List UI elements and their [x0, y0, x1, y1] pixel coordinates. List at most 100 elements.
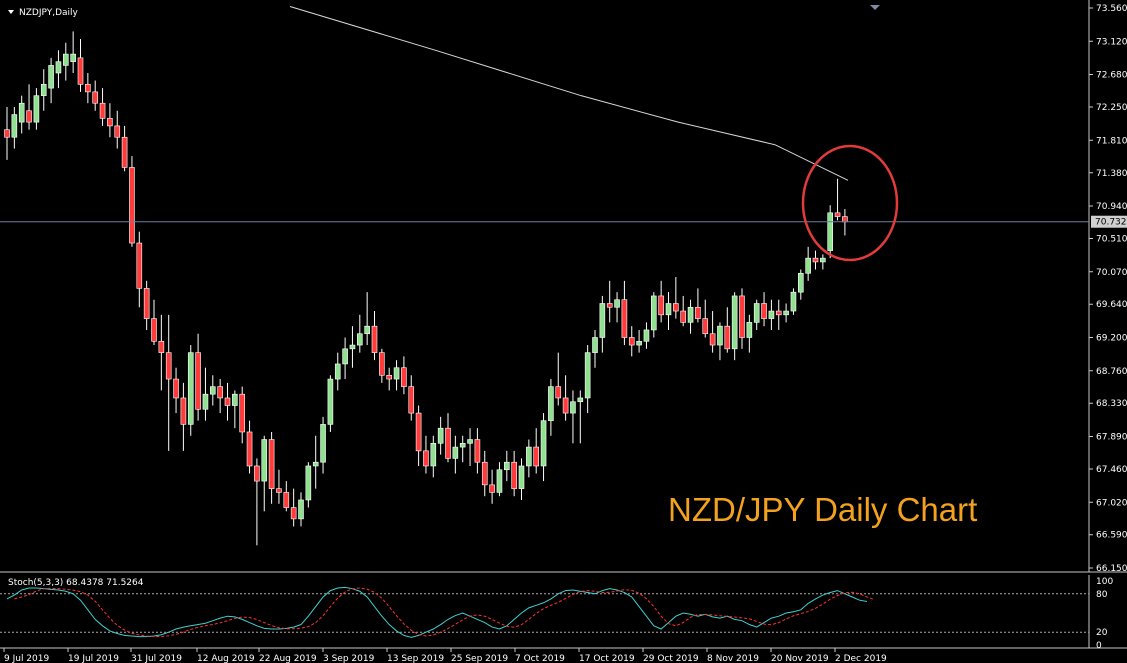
- x-tick-label: 29 Oct 2019: [643, 654, 699, 663]
- bull-candle: [48, 65, 54, 89]
- bull-candle: [805, 257, 811, 274]
- bear-candle: [114, 125, 121, 138]
- stoch-tick-label: 80: [1096, 590, 1108, 600]
- bear-candle: [739, 295, 745, 338]
- y-tick-label: 67.020: [1096, 498, 1127, 508]
- x-tick-label: 22 Aug 2019: [259, 654, 317, 663]
- x-tick-label: 25 Sep 2019: [451, 654, 508, 663]
- bear-candle: [379, 352, 385, 376]
- bull-candle: [768, 310, 775, 319]
- bull-candle: [62, 53, 69, 66]
- bear-candle: [775, 310, 782, 316]
- x-tick-label: 2 Dec 2019: [835, 654, 887, 663]
- bear-candle: [423, 450, 429, 467]
- bear-candle: [474, 439, 481, 463]
- x-tick-label: 13 Sep 2019: [387, 654, 444, 663]
- current-price-value: 70.732: [1095, 218, 1127, 228]
- bear-candle: [408, 386, 415, 414]
- bull-candle: [11, 114, 18, 138]
- x-tick-label: 20 Nov 2019: [771, 654, 829, 663]
- y-tick-label: 68.330: [1096, 399, 1127, 409]
- bear-candle: [812, 257, 819, 263]
- bull-candle: [349, 344, 356, 350]
- bear-candle: [628, 337, 635, 346]
- bull-candle: [827, 212, 834, 251]
- bear-candle: [445, 427, 451, 459]
- y-tick-label: 66.590: [1096, 531, 1127, 541]
- bull-candle: [643, 329, 650, 342]
- bull-candle: [55, 61, 62, 74]
- stoch-tick-label: 20: [1096, 628, 1108, 638]
- stoch-tick-label: 100: [1096, 577, 1113, 587]
- bull-candle: [320, 424, 326, 463]
- bear-candle: [151, 318, 157, 342]
- y-tick-label: 72.680: [1096, 71, 1127, 81]
- bull-candle: [783, 310, 789, 316]
- bull-candle: [342, 348, 348, 365]
- bear-candle: [401, 367, 407, 387]
- bear-candle: [709, 333, 716, 346]
- bear-candle: [224, 397, 231, 406]
- bull-candle: [232, 393, 238, 406]
- bull-candle: [526, 446, 532, 467]
- bull-candle: [40, 84, 47, 96]
- bear-candle: [562, 397, 569, 414]
- x-tick-label: 3 Sep 2019: [323, 654, 375, 663]
- bull-candle: [650, 295, 657, 331]
- x-tick-label: 17 Oct 2019: [579, 654, 635, 663]
- y-tick-label: 67.890: [1096, 433, 1127, 443]
- bull-candle: [437, 427, 444, 444]
- symbol-label: NZDJPY,Daily: [19, 8, 79, 18]
- bear-candle: [246, 431, 253, 467]
- bear-candle: [761, 303, 767, 319]
- bear-candle: [371, 325, 378, 353]
- bear-candle: [165, 352, 172, 380]
- bull-candle: [187, 352, 194, 425]
- x-tick-label: 9 Jul 2019: [4, 654, 49, 663]
- bull-candle: [327, 378, 334, 425]
- y-tick-label: 71.810: [1096, 136, 1127, 146]
- bull-candle: [496, 469, 503, 493]
- bull-candle: [312, 461, 319, 467]
- bull-candle: [614, 299, 620, 308]
- bear-candle: [136, 242, 143, 289]
- bear-candle: [673, 303, 679, 312]
- bull-candle: [687, 306, 694, 323]
- bull-candle: [210, 386, 216, 395]
- bear-candle: [621, 299, 628, 338]
- bull-candle: [459, 443, 466, 448]
- y-tick-label: 69.200: [1096, 334, 1127, 344]
- y-tick-label: 70.940: [1096, 202, 1127, 212]
- bear-candle: [99, 102, 106, 119]
- overlay-title: NZD/JPY Daily Chart: [668, 491, 977, 528]
- bear-candle: [143, 288, 150, 319]
- bear-candle: [283, 492, 290, 508]
- bull-candle: [665, 303, 672, 316]
- bear-candle: [239, 393, 245, 433]
- y-tick-label: 69.640: [1096, 300, 1127, 310]
- bull-candle: [364, 325, 370, 335]
- x-tick-label: 8 Nov 2019: [707, 654, 759, 663]
- bull-candle: [746, 322, 753, 338]
- stoch-label: Stoch(5,3,3) 68.4378 71.5264: [8, 578, 144, 588]
- time-axis: 9 Jul 2019 19 Jul 2019 31 Jul 2019 12 Aug 2…: [3, 648, 887, 663]
- y-tick-label: 67.460: [1096, 465, 1127, 475]
- menu-triangle-icon[interactable]: [8, 10, 14, 14]
- bull-candle: [577, 397, 584, 403]
- bear-candle: [489, 484, 495, 493]
- bull-candle: [753, 303, 760, 323]
- y-tick-label: 73.560: [1096, 4, 1127, 14]
- bull-candle: [452, 446, 459, 459]
- bull-candle: [790, 291, 797, 312]
- bull-candle: [797, 272, 804, 293]
- moving-average: [289, 6, 849, 181]
- bull-candle: [820, 257, 826, 263]
- y-tick-label: 71.380: [1096, 169, 1127, 179]
- bear-candle: [158, 340, 165, 353]
- scroll-marker-icon[interactable]: [870, 5, 880, 10]
- price-axis: 73.560 73.120 72.680 72.250 71.810 71.380 70.9…: [1089, 4, 1127, 574]
- bear-candle: [121, 136, 128, 168]
- bear-candle: [129, 167, 135, 244]
- bear-candle: [290, 507, 297, 520]
